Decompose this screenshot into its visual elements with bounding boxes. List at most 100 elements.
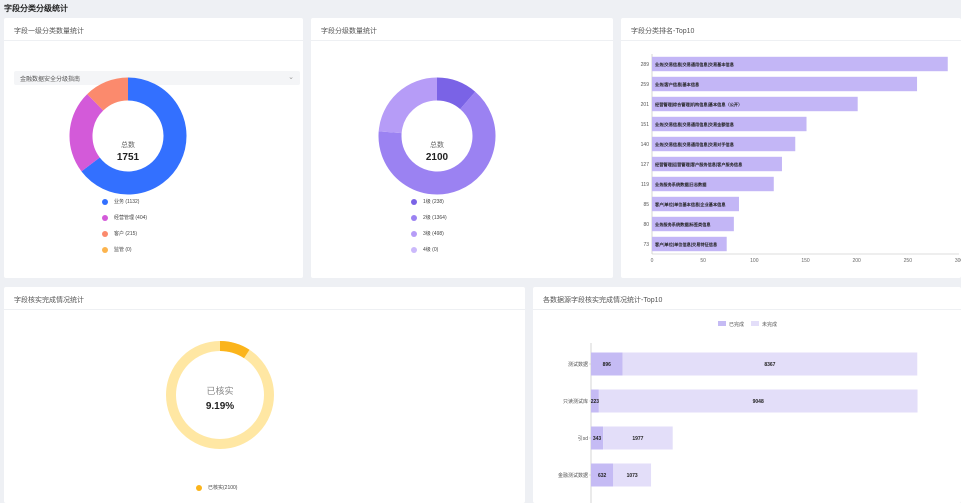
legend-dot (102, 198, 108, 205)
category-slice-2[interactable] (87, 77, 129, 111)
category-slice-0[interactable] (81, 77, 187, 195)
donut1-center-label: 总数 (121, 142, 135, 149)
ranking-category-label: 经营管理|运营管理|客户服务信息|客户服务信息 (655, 161, 743, 168)
category-donut (69, 77, 187, 195)
divider (621, 40, 961, 41)
verification-ring (166, 341, 274, 449)
ranking-bar[interactable] (652, 196, 739, 212)
x-tick-label: 300 (955, 258, 961, 264)
category-slice-1[interactable] (69, 94, 104, 172)
ranking-value-label: 151 (641, 122, 650, 128)
ranking-bar[interactable] (652, 136, 796, 152)
done-bar[interactable] (591, 352, 623, 376)
category-ranking-chart: 0 50 100 150 200 250 300 289 业务|交易信息|交易通用信息|交易基本… (641, 54, 961, 264)
bar-value-label: 632 (598, 473, 607, 479)
ranking-bar[interactable] (652, 76, 918, 92)
standard-select[interactable]: 金融数据安全分级指南 ⌄ (14, 71, 300, 85)
done-bar[interactable] (591, 389, 599, 413)
ranking-category-label: 业务|交易信息|交易通用信息|交易对手信息 (655, 141, 735, 148)
legend-dot (411, 230, 417, 237)
level-legend-item-2[interactable]: 3级 (498) (411, 230, 444, 237)
ranking-value-label: 259 (641, 82, 650, 88)
todo-bar[interactable] (622, 352, 918, 376)
category-ranking-title: 字段分类排名-Top10 (631, 28, 695, 35)
done-bar[interactable] (591, 426, 604, 450)
level-legend-item-0[interactable]: 1级 (238) (411, 198, 444, 205)
legend-dot (411, 198, 417, 205)
donut2-center-label: 总数 (430, 142, 444, 149)
legend-label-0: 已完成 (729, 321, 744, 328)
ranking-value-label: 119 (641, 182, 649, 188)
ranking-value-label: 289 (641, 62, 650, 68)
chevron-down-icon: ⌄ (288, 74, 294, 81)
level-slice-2[interactable] (378, 77, 438, 134)
x-tick-label: 200 (852, 258, 861, 264)
ranking-bar[interactable] (652, 96, 858, 112)
ranking-value-label: 85 (643, 202, 649, 208)
level-slice-0[interactable] (436, 77, 476, 110)
legend-label: 监管 (0) (114, 247, 132, 253)
page-title: 字段分类分级统计 (4, 4, 68, 13)
level-legend-item-3[interactable]: 4级 (0) (411, 246, 438, 253)
ranking-value-label: 80 (643, 222, 649, 228)
category-count-title: 字段一级分类数量统计 (14, 28, 84, 35)
todo-bar[interactable] (598, 389, 918, 413)
x-tick-label: 250 (904, 258, 913, 264)
legend-dot (411, 246, 417, 253)
category-legend-item-3[interactable]: 监管 (0) (102, 246, 132, 253)
category-label: 引sd (578, 435, 589, 442)
done-bar[interactable] (591, 463, 614, 487)
ring-center-label: 已核实 (206, 386, 234, 396)
divider (533, 309, 961, 310)
legend-label: 4级 (0) (423, 247, 439, 253)
legend-label: 业务 (1132) (114, 199, 140, 205)
ranking-bar[interactable] (652, 216, 734, 232)
source-verification-card: 各数据源字段核实完成情况统计-Top10 已完成 未完成 测试数据 896 8367 只读… (533, 287, 961, 503)
ranking-category-label: 业务服务系统数据|日志数据 (655, 181, 707, 188)
todo-bar[interactable] (613, 463, 652, 487)
ranking-bar[interactable] (652, 116, 807, 132)
legend-item-verified[interactable]: 已核实(2100) (196, 484, 237, 491)
ranking-value-label: 201 (641, 102, 650, 108)
ranking-bar[interactable] (652, 56, 948, 72)
ranking-category-label: 业务|交易信息|交易通用信息|交易金额信息 (655, 121, 735, 128)
ring-verified[interactable] (219, 341, 250, 359)
level-slice-1[interactable] (378, 91, 496, 195)
level-legend-item-1[interactable]: 2级 (1364) (411, 214, 447, 221)
category-label: 金融测试数据 (558, 472, 588, 479)
ranking-bar[interactable] (652, 176, 774, 192)
category-label: 测试数据 (568, 361, 588, 368)
ranking-category-label: 业务服务系统数据|标签类信息 (655, 221, 711, 228)
level-count-card: 字段分级数量统计 总数 2100 1级 (238) 2级 (1364) 3级 (49… (311, 18, 613, 278)
ranking-category-label: 经营管理|综合管理|机构信息|基本信息（公开） (655, 101, 742, 108)
legend-label-1: 未完成 (762, 321, 777, 328)
ranking-bar[interactable] (652, 236, 727, 252)
legend-swatch-0[interactable] (718, 321, 726, 326)
category-legend-item-0[interactable]: 业务 (1132) (102, 198, 139, 205)
ranking-category-label: 客户|单位|单位基本信息|企业基本信息 (654, 201, 726, 208)
legend-label: 3级 (498) (423, 231, 444, 237)
donut1-center-value: 1751 (116, 152, 140, 163)
bar-value-label: 9048 (753, 399, 764, 405)
donut2-center: 总数 2100 (407, 140, 467, 163)
level-donut (378, 77, 496, 195)
source-verification-title: 各数据源字段核实完成情况统计-Top10 (543, 297, 663, 304)
legend-swatch-1[interactable] (751, 321, 759, 326)
todo-bar[interactable] (603, 426, 673, 450)
level-count-title: 字段分级数量统计 (321, 28, 377, 35)
ranking-bar[interactable] (652, 156, 782, 172)
divider (311, 40, 613, 41)
donut1-center: 总数 1751 (98, 140, 158, 163)
category-legend-item-1[interactable]: 经营管理 (404) (102, 214, 147, 221)
ranking-category-label: 业务|客户信息|基本信息 (655, 81, 700, 88)
legend-dot (411, 214, 417, 221)
bar-value-label: 223 (591, 399, 600, 405)
legend-dot (102, 246, 108, 253)
ranking-value-label: 73 (643, 242, 649, 248)
category-legend-item-2[interactable]: 客户 (215) (102, 230, 137, 237)
legend-label: 1级 (238) (423, 199, 444, 205)
ranking-category-label: 客户|单位|单位信息|交易特征信息 (654, 241, 718, 248)
category-label: 只读测试库 (563, 398, 588, 405)
bar-value-label: 896 (603, 362, 612, 368)
ring-center-value: 9.19% (205, 401, 235, 412)
